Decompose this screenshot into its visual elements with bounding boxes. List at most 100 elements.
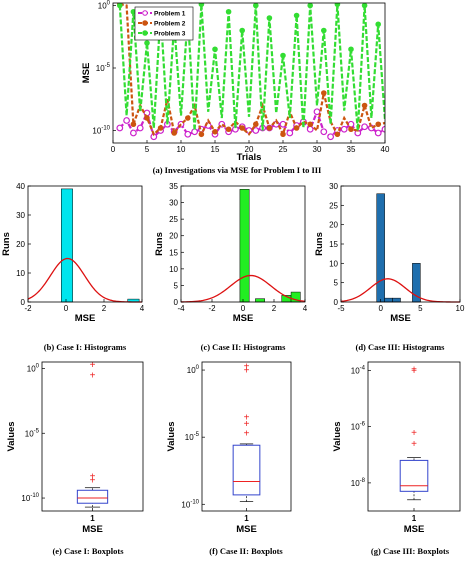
y-tick-label: 35 bbox=[169, 182, 178, 191]
data-point bbox=[280, 131, 286, 138]
y-axis-label: Runs bbox=[314, 232, 325, 256]
x-tick-label: 1 bbox=[90, 514, 95, 523]
x-tick-label: 35 bbox=[347, 145, 356, 154]
y-tick-label: 5 bbox=[334, 279, 339, 288]
caption-e: (e) Case I: Boxplots bbox=[52, 546, 124, 556]
data-point bbox=[334, 3, 341, 8]
data-point bbox=[375, 121, 382, 128]
data-point bbox=[375, 21, 382, 28]
data-point bbox=[280, 52, 286, 59]
y-tick-label: 10 bbox=[16, 269, 25, 278]
y-axis-label: Values bbox=[332, 421, 343, 451]
y-axis-label: Values bbox=[166, 421, 177, 451]
outlier-marker: + bbox=[90, 370, 96, 381]
histogram-bar bbox=[61, 188, 73, 303]
box-iqr bbox=[232, 444, 261, 496]
outlier-marker: + bbox=[90, 360, 96, 371]
data-point bbox=[361, 102, 368, 109]
y-tick-label: 10-4 bbox=[351, 365, 366, 375]
y-tick-label: 10-5 bbox=[96, 63, 111, 73]
y-tick-label: 10-5 bbox=[25, 428, 40, 438]
x-axis-label: MSE bbox=[404, 524, 425, 535]
data-point bbox=[157, 125, 164, 131]
x-axis-label: MSE bbox=[82, 524, 103, 535]
y-tick-label: 15 bbox=[169, 248, 178, 257]
y-axis-label: Values bbox=[6, 421, 17, 451]
x-tick-label: -2 bbox=[24, 304, 32, 313]
box-iqr bbox=[399, 459, 429, 492]
x-tick-label: 0 bbox=[111, 145, 116, 154]
histogram-bar bbox=[384, 297, 393, 303]
x-tick-label: 2 bbox=[102, 304, 107, 313]
legend-label: Problem 3 bbox=[154, 31, 186, 38]
data-point bbox=[313, 108, 321, 116]
data-point bbox=[348, 126, 354, 133]
y-tick-label: 10-5 bbox=[185, 432, 200, 442]
data-point bbox=[253, 3, 259, 9]
x-axis-label: MSE bbox=[75, 313, 96, 324]
legend-marker bbox=[142, 30, 148, 36]
data-point bbox=[144, 40, 150, 46]
x-tick-label: 40 bbox=[381, 145, 390, 154]
histogram-bar bbox=[255, 298, 265, 303]
data-point bbox=[266, 125, 273, 131]
y-tick-label: 10 bbox=[169, 265, 178, 274]
y-tick-label: 10-8 bbox=[351, 478, 366, 488]
x-tick-label: 30 bbox=[313, 145, 322, 154]
caption-g: (g) Case III: Boxplots bbox=[371, 546, 450, 556]
y-axis-label: Runs bbox=[1, 232, 12, 256]
data-point bbox=[123, 117, 130, 124]
data-point bbox=[252, 127, 260, 134]
data-point bbox=[327, 133, 335, 141]
data-point bbox=[381, 125, 385, 133]
x-tick-label: -4 bbox=[177, 304, 185, 313]
data-point bbox=[340, 125, 348, 133]
data-point bbox=[253, 121, 259, 128]
outlier-marker: + bbox=[90, 475, 96, 486]
y-tick-label: 0 bbox=[21, 298, 26, 307]
outlier-marker: + bbox=[411, 428, 417, 439]
x-tick-label: 0 bbox=[378, 304, 383, 313]
x-tick-label: 1 bbox=[412, 514, 417, 523]
series-line-3 bbox=[118, 4, 385, 131]
data-point bbox=[212, 128, 218, 135]
x-tick-label: 5 bbox=[418, 304, 423, 313]
data-point bbox=[130, 121, 137, 128]
chart-a: 0 5 10 15 20 25 30 35 40 100 10-5 10-10 Trials MSE Pro… bbox=[81, 1, 390, 176]
y-tick-label: 10 bbox=[329, 259, 338, 268]
data-point bbox=[136, 124, 144, 132]
legend-marker bbox=[142, 10, 148, 16]
data-point bbox=[198, 3, 205, 8]
data-point bbox=[225, 126, 232, 133]
caption-c: (c) Case II: Histograms bbox=[201, 342, 286, 352]
y-tick-label: 30 bbox=[16, 211, 25, 220]
data-point bbox=[212, 46, 218, 53]
data-point bbox=[191, 128, 199, 136]
outlier-marker: + bbox=[244, 419, 250, 430]
legend-label: Problem 2 bbox=[154, 21, 186, 28]
x-axis-label: MSE bbox=[390, 313, 411, 324]
outlier-marker: + bbox=[244, 429, 250, 440]
normal-fit-curve bbox=[180, 274, 306, 303]
caption-b: (b) Case I: Histograms bbox=[44, 342, 127, 352]
data-point bbox=[306, 125, 314, 133]
y-tick-label: 25 bbox=[329, 201, 338, 210]
y-tick-label: 20 bbox=[329, 221, 338, 230]
data-point bbox=[307, 121, 314, 128]
x-tick-label: 5 bbox=[145, 145, 150, 154]
data-point bbox=[129, 129, 137, 137]
x-tick-label: 1 bbox=[244, 514, 249, 523]
y-axis-label: MSE bbox=[81, 63, 92, 84]
x-axis-label: MSE bbox=[233, 313, 254, 324]
data-point bbox=[185, 115, 191, 121]
y-tick-label: 30 bbox=[169, 199, 178, 208]
y-tick-label: 20 bbox=[16, 240, 25, 249]
x-tick-label: 10 bbox=[456, 304, 465, 313]
data-point bbox=[293, 12, 300, 19]
data-point bbox=[286, 129, 294, 137]
legend: Problem 1 Problem 2 Problem 3 bbox=[134, 6, 194, 41]
